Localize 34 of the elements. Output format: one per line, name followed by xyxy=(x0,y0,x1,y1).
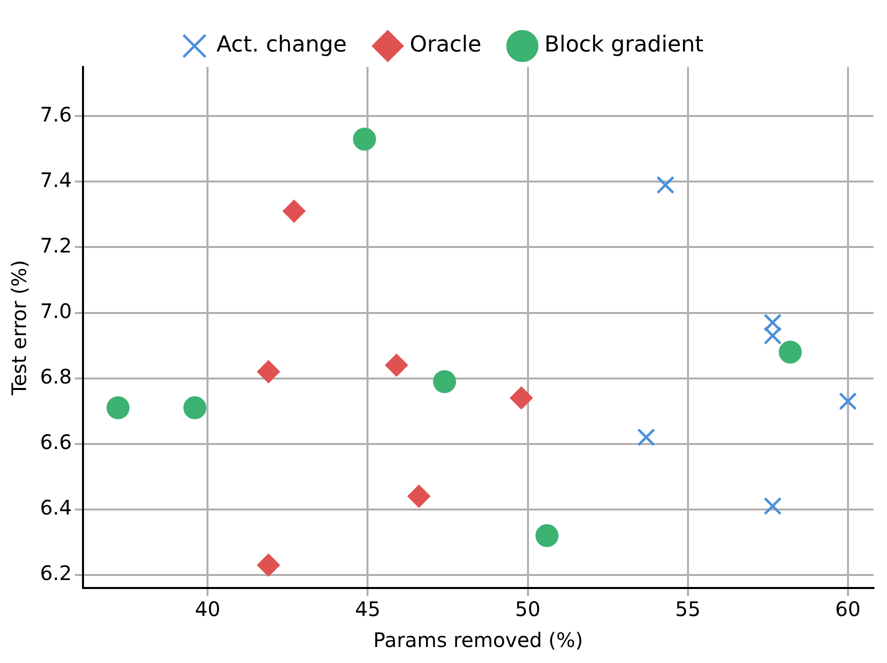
point xyxy=(764,497,782,516)
point xyxy=(353,128,376,151)
point xyxy=(535,524,558,548)
y-axis-title: Test error (%) xyxy=(7,260,32,396)
x-tick-label: 45 xyxy=(354,597,380,622)
y-tick-label: 7.6 xyxy=(40,102,72,126)
point xyxy=(256,554,280,577)
y-tick-label: 6.4 xyxy=(40,496,72,520)
legend-label: Block gradient xyxy=(544,32,704,58)
point xyxy=(407,484,430,508)
point xyxy=(183,396,206,420)
point xyxy=(838,392,857,410)
point xyxy=(282,200,306,223)
point xyxy=(656,176,674,194)
y-tick-label: 6.8 xyxy=(40,364,72,388)
x-tick-label: 60 xyxy=(835,597,861,622)
legend-label: Act. change xyxy=(216,32,347,58)
point xyxy=(637,428,656,446)
point xyxy=(106,396,130,420)
y-tick-label: 7.2 xyxy=(40,233,72,258)
legend-label: Oracle xyxy=(410,32,482,58)
y-tick-label: 7.0 xyxy=(40,298,72,323)
point xyxy=(510,386,533,410)
point xyxy=(778,340,802,364)
x-tick-label: 55 xyxy=(675,597,701,622)
x-axis-title: Params removed (%) xyxy=(373,628,584,652)
y-tick-label: 6.2 xyxy=(40,561,72,586)
point xyxy=(256,360,280,384)
x-tick-label: 50 xyxy=(515,597,540,622)
point xyxy=(385,354,408,377)
point xyxy=(433,370,456,394)
y-tick-label: 7.4 xyxy=(40,168,72,192)
x-tick-label: 40 xyxy=(194,597,220,622)
y-tick-label: 6.6 xyxy=(40,430,72,454)
